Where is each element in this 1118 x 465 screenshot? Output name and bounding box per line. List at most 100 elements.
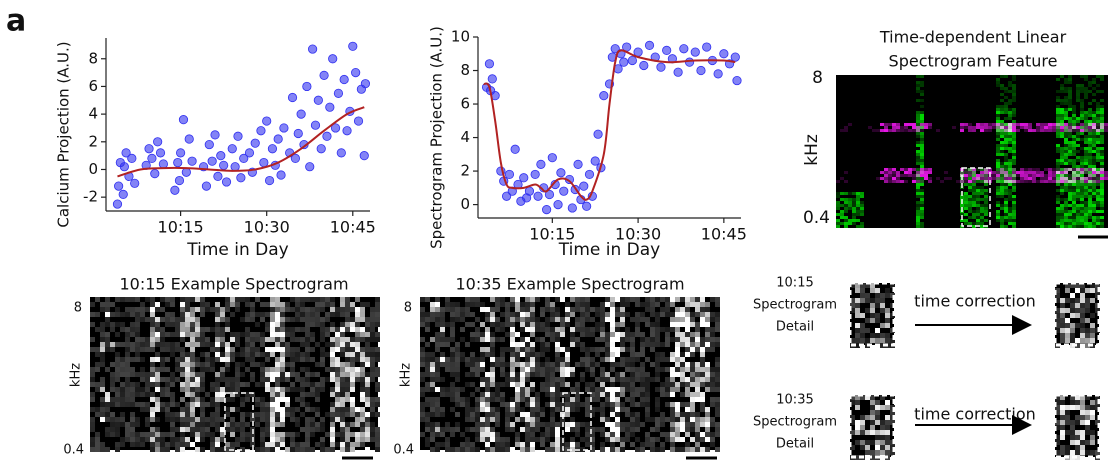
pixel [245,432,250,437]
pixel [1008,138,1012,141]
pixel [540,372,545,377]
pixel [908,174,912,177]
pixel [125,397,130,402]
pixel [625,397,630,402]
pixel [1020,180,1024,183]
pixel [510,302,515,307]
pixel [530,437,535,442]
pixel [1004,102,1008,105]
pixel [600,327,605,332]
pixel [852,213,856,216]
pixel [185,317,190,322]
pixel [430,357,435,362]
pixel [1048,174,1052,177]
data-point [557,169,565,177]
pixel [115,417,120,422]
pixel [675,332,680,337]
pixel [1092,162,1096,165]
pixel [1064,132,1068,135]
pixel [630,317,635,322]
pixel [670,367,675,372]
pixel [1056,126,1060,129]
feature-title: Time-dependent Linear [879,28,1067,47]
pixel [445,322,450,327]
data-point [520,174,528,182]
pixel [450,427,455,432]
pixel [952,126,956,129]
pixel [928,126,932,129]
pixel [1060,135,1064,138]
pixel [425,312,430,317]
pixel [1090,298,1095,303]
pixel [550,447,555,452]
pixel [1080,192,1084,195]
pixel [230,377,235,382]
pixel [1016,180,1020,183]
pixel [525,297,530,302]
pixel [625,427,630,432]
pixel [175,367,180,372]
pixel [685,407,690,412]
pixel [230,422,235,427]
pixel [980,207,984,210]
pixel [345,372,350,377]
pixel [560,327,565,332]
pixel [215,322,220,327]
pixel [450,352,455,357]
pixel [585,412,590,417]
pixel [620,377,625,382]
pixel [250,372,255,377]
pixel [375,397,380,402]
pixel [305,357,310,362]
pixel [135,322,140,327]
data-point [674,68,682,76]
pixel [225,322,230,327]
pixel [215,347,220,352]
pixel [660,432,665,437]
pixel [135,352,140,357]
pixel [455,357,460,362]
pixel [515,417,520,422]
pixel [585,367,590,372]
pixel [1076,198,1080,201]
pixel [330,422,335,427]
pixel [455,362,460,367]
pixel [870,338,875,343]
pixel [545,402,550,407]
y-tick-label: 6 [460,95,470,113]
pixel [620,362,625,367]
pixel [585,332,590,337]
pixel [225,307,230,312]
pixel [972,174,976,177]
x-axis-label: Time in Day [186,240,288,260]
pixel [855,420,860,425]
pixel [960,204,964,207]
pixel [90,312,95,317]
pixel [1088,225,1092,228]
pixel [165,342,170,347]
pixel [585,362,590,367]
pixel [928,171,932,174]
pixel [1080,75,1084,78]
pixel [900,174,904,177]
pixel [1004,144,1008,147]
pixel [655,302,660,307]
pixel [1088,162,1092,165]
pixel [972,129,976,132]
y-tick-label: 0 [88,160,98,178]
pixel [1100,168,1104,171]
pixel [205,367,210,372]
pixel [705,332,710,337]
pixel [1092,99,1096,102]
pixel [670,327,675,332]
pixel [310,357,315,362]
pixel [100,397,105,402]
pixel [475,432,480,437]
pixel [1068,159,1072,162]
pixel [595,337,600,342]
pixel [450,322,455,327]
pixel [525,357,530,362]
pixel [495,337,500,342]
pixel [888,168,892,171]
pixel [1064,177,1068,180]
